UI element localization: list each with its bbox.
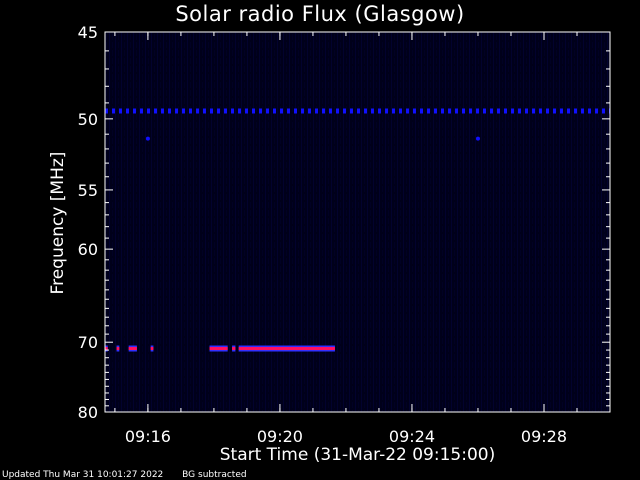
chart-title: Solar radio Flux (Glasgow) <box>175 2 465 26</box>
band-70mhz-segment <box>150 347 154 351</box>
y-tick-label: 55 <box>78 181 98 200</box>
band-70mhz-segment <box>116 347 120 351</box>
x-tick-label: 09:24 <box>389 427 435 446</box>
y-tick-label: 50 <box>78 110 98 129</box>
y-tick-label: 80 <box>78 403 98 422</box>
updated-timestamp: Updated Thu Mar 31 10:01:27 2022 <box>2 470 164 480</box>
signal-dot <box>145 136 150 141</box>
plot-frame <box>104 31 611 413</box>
x-axis-label: Start Time (31-Mar-22 09:15:00) <box>219 445 496 465</box>
y-tick-label: 70 <box>78 333 98 352</box>
band-70mhz-segment <box>238 347 335 351</box>
band-70mhz-segment <box>232 347 236 351</box>
bg-note: BG subtracted <box>182 470 247 480</box>
band-70mhz-segment <box>105 347 108 351</box>
y-axis-label: Frequency [MHz] <box>48 151 68 295</box>
signal-dot <box>475 136 480 141</box>
x-tick-label: 09:28 <box>521 427 567 446</box>
x-tick-label: 09:16 <box>125 427 171 446</box>
y-tick-label: 45 <box>78 23 98 42</box>
x-tick-label: 09:20 <box>257 427 303 446</box>
band-70mhz-segment <box>128 347 137 351</box>
plot-area <box>105 32 610 412</box>
y-tick-label: 60 <box>78 240 98 259</box>
band-70mhz-segment <box>209 347 228 351</box>
footer: Updated Thu Mar 31 10:01:27 2022 BG subt… <box>2 470 263 480</box>
